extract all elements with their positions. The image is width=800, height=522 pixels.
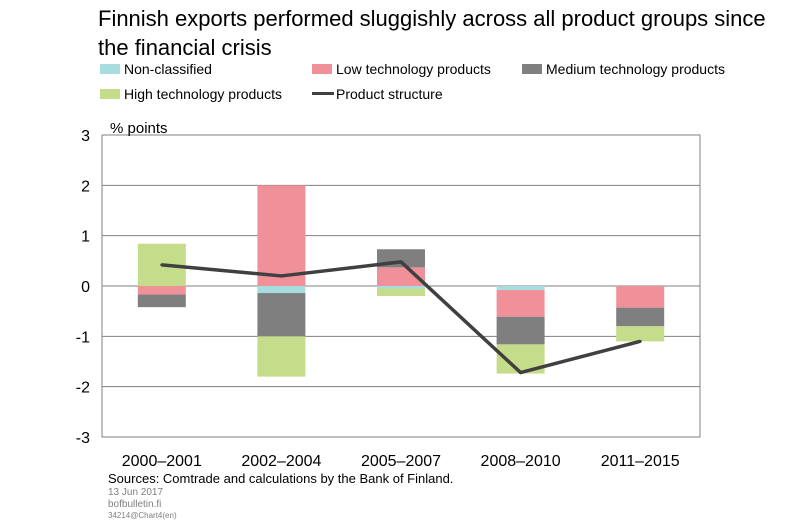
line-point xyxy=(638,339,642,343)
y-tick-label: -1 xyxy=(76,329,90,346)
legend-swatch-medium-technology xyxy=(522,64,542,74)
bar-segment xyxy=(616,326,665,342)
sources-note: Sources: Comtrade and calculations by th… xyxy=(108,471,454,486)
bar-segment xyxy=(496,286,545,291)
bar-segment xyxy=(257,185,306,286)
bar-segment xyxy=(496,316,545,345)
y-tick-label: -3 xyxy=(76,430,90,447)
bar-segment xyxy=(496,290,545,317)
bar-segment xyxy=(377,288,425,297)
chart-title: Finnish exports performed sluggishly acr… xyxy=(98,6,766,60)
bar-segment xyxy=(257,293,306,337)
y-tick-label: 1 xyxy=(81,229,90,246)
y-tick-label: -2 xyxy=(76,380,90,397)
line-point xyxy=(519,371,523,375)
legend-label-non-classified: Non-classified xyxy=(124,61,212,77)
legend-label-medium-technology: Medium technology products xyxy=(546,61,725,77)
bar-segment xyxy=(257,286,306,294)
legend-label-product-structure: Product structure xyxy=(336,86,443,102)
bar-segment xyxy=(257,336,306,377)
bar-segment xyxy=(616,286,665,308)
bar-segment xyxy=(616,307,665,327)
y-tick-label: 2 xyxy=(81,178,90,195)
chart-code: 34214@Chart4(en) xyxy=(108,511,177,520)
legend-label-low-technology: Low technology products xyxy=(336,61,491,77)
legend-swatch-low-technology xyxy=(312,64,332,74)
bar-segment xyxy=(377,286,425,289)
publication-date: 13 Jun 2017 xyxy=(108,487,164,498)
y-tick-label: 3 xyxy=(81,128,90,145)
x-tick-label: 2011–2015 xyxy=(601,453,680,470)
y-axis-label: % points xyxy=(110,120,168,137)
bar-segment xyxy=(137,294,186,308)
legend-line-product-structure xyxy=(312,92,334,95)
legend-swatch-non-classified xyxy=(100,64,120,74)
x-tick-label: 2008–2010 xyxy=(481,453,561,470)
line-point xyxy=(279,274,283,278)
plot-frame xyxy=(101,134,701,438)
line-point xyxy=(160,263,164,267)
legend-swatch-high-technology xyxy=(100,89,120,99)
bar-segment xyxy=(137,286,186,295)
x-tick-label: 2000–2001 xyxy=(122,453,202,470)
x-tick-label: 2005–2007 xyxy=(361,453,441,470)
site-name: bofbulletin.fi xyxy=(108,499,162,510)
y-tick-label: 0 xyxy=(81,279,90,296)
x-tick-label: 2002–2004 xyxy=(241,453,321,470)
legend-label-high-technology: High technology products xyxy=(124,86,282,102)
line-point xyxy=(399,260,403,264)
